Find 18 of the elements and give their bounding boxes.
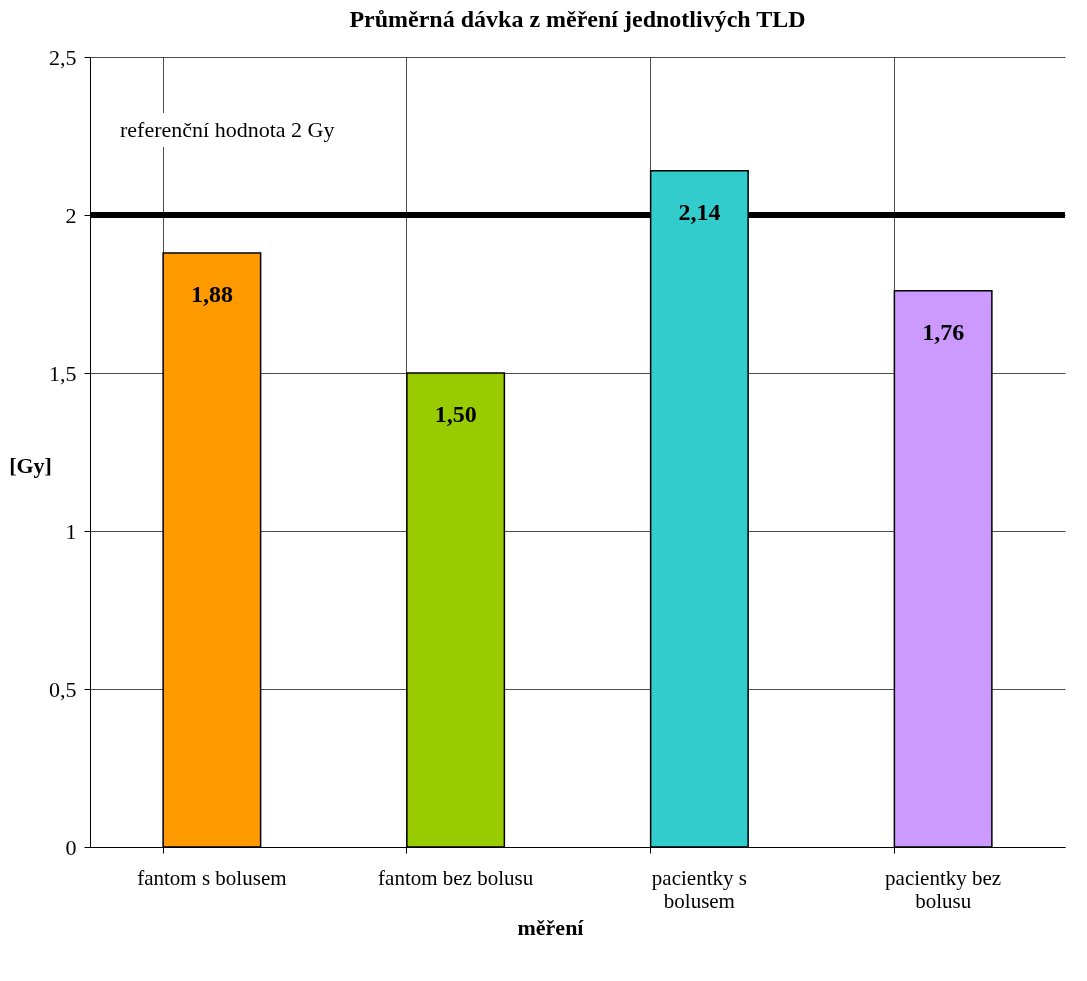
x-tick-label: fantom bez bolusu: [378, 865, 534, 890]
y-tick-label: 2: [65, 202, 77, 228]
data-label: 2,14: [678, 198, 721, 225]
x-tick-label: pacientky bez bolusu: [885, 865, 1002, 913]
x-tick-label: pacientky s bolusem: [651, 865, 747, 913]
y-tick-label: 1: [65, 518, 77, 544]
data-label: 1,50: [434, 401, 477, 427]
x-axis-title: měření: [517, 914, 585, 940]
data-label: 1,88: [190, 280, 233, 307]
y-axis-title: [Gy]: [9, 452, 52, 478]
y-tick-label: 1,5: [49, 360, 77, 386]
y-tick-label: 0: [65, 834, 77, 860]
ref-line-label: referenční hodnota 2 Gy: [120, 117, 335, 142]
y-tick-label: 0,5: [49, 676, 77, 702]
y-tick-label: 2,5: [49, 44, 77, 70]
chart-title: Průměrná dávka z měření jednotlivých TLD: [349, 6, 806, 32]
x-tick-label: fantom s bolusem: [137, 865, 287, 890]
data-label: 1,76: [922, 318, 965, 345]
